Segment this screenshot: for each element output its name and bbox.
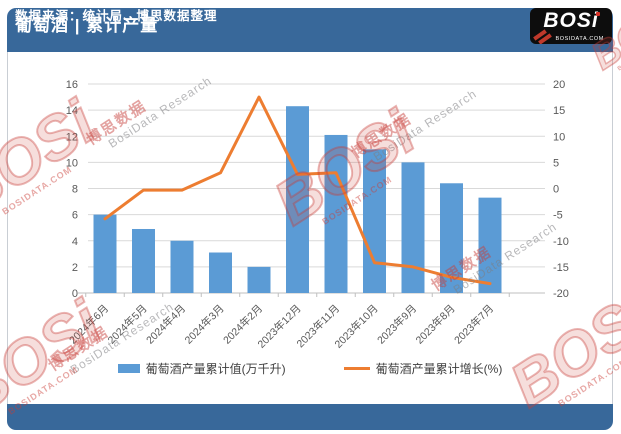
x-axis-label: 2023年9月 [374,302,419,347]
data-source-text: 数据来源：统计局、博思数据整理 [15,9,218,23]
bar [209,252,232,293]
y-axis-left-tick-label: 4 [72,236,78,248]
bar [440,183,463,293]
y-axis-right-tick-label: -20 [553,288,569,300]
title-bar [7,8,613,52]
page-title: 葡萄酒 | 累计产量 [15,16,159,35]
bar-series-swatch-icon [117,364,140,373]
y-axis-right-tick-label: -5 [553,210,563,222]
y-axis-left-tick-label: 16 [66,79,78,91]
y-axis-right-tick-label: -10 [553,236,569,248]
bar [286,106,309,293]
y-axis-left-tick-label: 6 [72,210,78,222]
chart-legend: 葡萄酒产量累计值(万千升) 葡萄酒产量累计增长(%) [8,360,612,377]
bar [324,134,348,293]
x-axis-label: 2024年6月 [66,302,111,347]
trend-line [103,95,492,286]
legend-item-line-series: 葡萄酒产量累计增长(%) [343,360,503,377]
bar [478,197,502,293]
bar [401,162,425,293]
y-axis-left-tick-label: 2 [72,262,78,274]
y-axis-right-tick-label: 0 [553,184,559,196]
y-axis-right-tick-label: 10 [553,131,565,143]
bosi-logo-text: BOSi [543,9,599,32]
x-axis-label: 2023年8月 [413,302,458,347]
bar [363,149,386,293]
y-axis-right-tick-label: 5 [553,157,559,169]
y-axis-right-tick-label: -15 [553,262,569,274]
y-axis-right-tick-label: 15 [553,105,565,117]
bosi-logo: BOSi BOSIDATA.COM [530,8,612,44]
y-axis-left-tick-label: 8 [72,184,78,196]
legend-item-bar-series: 葡萄酒产量累计值(万千升) [117,360,286,377]
x-axis-label: 2024年4月 [143,302,188,347]
y-axis-left-tick-label: 12 [66,131,78,143]
x-axis-label: 2024年5月 [105,302,150,347]
bar [132,228,155,293]
y-axis-left-tick-label: 0 [72,288,78,300]
logo-red-dot-icon [596,12,600,16]
legend-label: 葡萄酒产量累计值(万千升) [145,362,286,376]
bar [170,240,194,293]
bar [93,214,117,293]
source-bar [7,404,613,430]
y-axis-left-tick-label: 10 [66,157,78,169]
y-axis-right-tick-label: 20 [553,79,565,91]
y-axis-left-tick-label: 14 [66,105,78,117]
legend-label: 葡萄酒产量累计增长(%) [375,362,503,376]
line-series-swatch-icon [343,367,370,370]
bar [247,266,271,293]
x-axis-label: 2023年7月 [451,302,496,347]
bosi-logo-subtext: BOSIDATA.COM [555,36,604,42]
x-axis-label: 2024年3月 [182,302,227,347]
